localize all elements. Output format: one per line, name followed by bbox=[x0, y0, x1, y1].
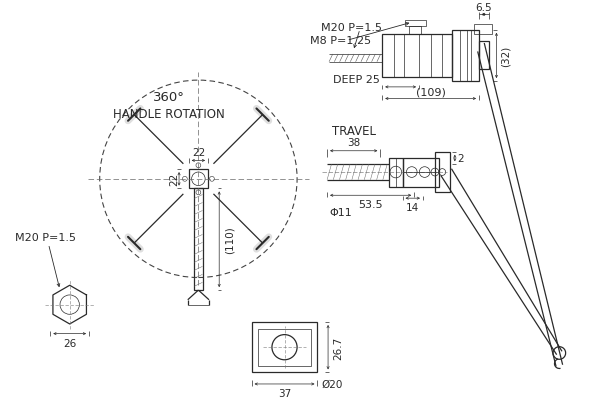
Bar bbox=[409, 27, 421, 35]
Bar bbox=[189, 170, 208, 189]
Text: TRAVEL: TRAVEL bbox=[332, 125, 376, 138]
Text: 26: 26 bbox=[63, 338, 76, 348]
Text: Ø20: Ø20 bbox=[321, 379, 343, 389]
Text: 2: 2 bbox=[458, 154, 464, 164]
Text: 22: 22 bbox=[169, 173, 179, 186]
Bar bbox=[403, 158, 439, 187]
Bar bbox=[452, 31, 479, 82]
Bar bbox=[194, 189, 203, 290]
Text: 37: 37 bbox=[278, 388, 291, 398]
Text: DEEP 25: DEEP 25 bbox=[334, 75, 380, 85]
Bar bbox=[259, 329, 311, 366]
Bar bbox=[251, 322, 317, 373]
Text: 360°: 360° bbox=[154, 91, 185, 104]
Bar bbox=[434, 152, 450, 193]
Bar bbox=[479, 42, 489, 70]
Text: M20 P=1.5: M20 P=1.5 bbox=[321, 23, 382, 33]
Text: 38: 38 bbox=[347, 137, 361, 148]
Text: 22: 22 bbox=[192, 147, 205, 157]
Text: 53.5: 53.5 bbox=[358, 200, 383, 210]
Text: (110): (110) bbox=[224, 226, 235, 254]
Bar bbox=[389, 158, 403, 187]
Text: 6.5: 6.5 bbox=[476, 3, 492, 13]
Text: Φ11: Φ11 bbox=[329, 207, 352, 217]
Text: HANDLE ROTATION: HANDLE ROTATION bbox=[113, 107, 225, 120]
Text: (32): (32) bbox=[500, 46, 511, 67]
Bar bbox=[382, 35, 452, 78]
Text: 14: 14 bbox=[406, 202, 419, 213]
Bar bbox=[404, 21, 426, 27]
Text: (109): (109) bbox=[416, 88, 446, 97]
Text: M20 P=1.5: M20 P=1.5 bbox=[14, 232, 76, 242]
Text: M8 P=1.25: M8 P=1.25 bbox=[310, 36, 371, 46]
Bar bbox=[474, 25, 491, 35]
Text: 26.7: 26.7 bbox=[333, 336, 343, 359]
